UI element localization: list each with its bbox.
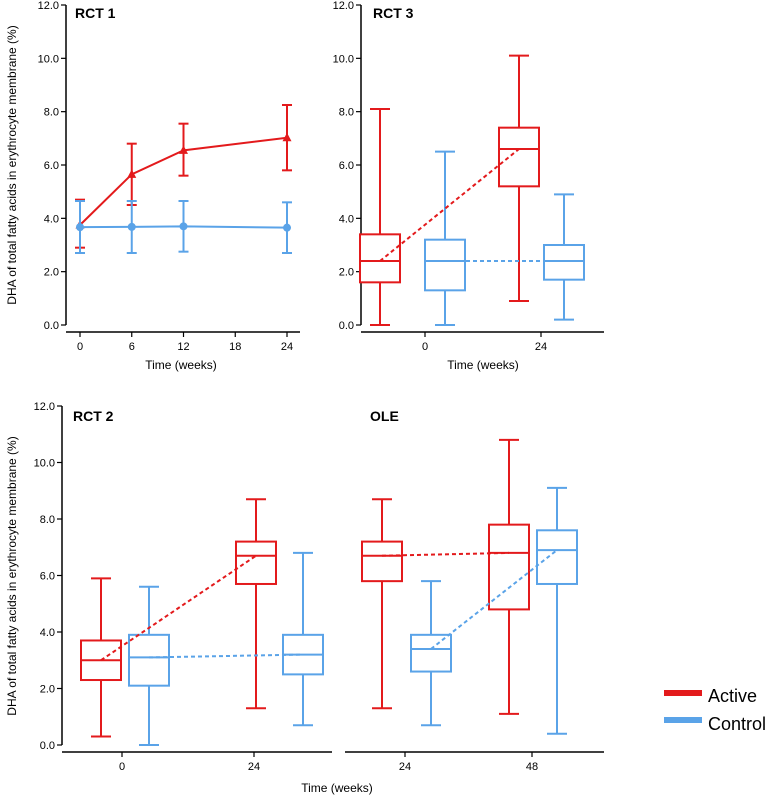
rct3-control-box — [543, 244, 585, 281]
y-axis-label-top: DHA of total fatty acids in erythrocyte … — [5, 25, 19, 304]
rct2-y-tick-label: 10.0 — [34, 458, 55, 470]
rct1-y-tick-label: 2.0 — [44, 267, 59, 279]
x-axis-label-rct3: Time (weeks) — [447, 358, 519, 372]
rct1-control-point — [76, 223, 84, 232]
rct1-x-tick-label: 0 — [77, 341, 83, 353]
ole-control-box — [410, 633, 452, 673]
panel-title-rct2: RCT 2 — [73, 408, 114, 424]
charts-layer: 0.0 2.0 4.0 6.0 8.0 10.0 12.0 0 6 12 18 24 0.0 2.0 4.0… — [34, 0, 604, 773]
rct1-y-tick-label: 4.0 — [44, 213, 59, 225]
rct1-active-point — [282, 132, 292, 142]
rct1-x-tick-label: 24 — [281, 341, 293, 353]
legend-swatch-control — [664, 717, 702, 723]
ole-control-trend — [430, 549, 558, 650]
rct3-active-box — [498, 126, 540, 188]
rct3-y-tick-label: 12.0 — [333, 0, 354, 12]
rct1-active-point — [127, 169, 137, 178]
rct3-x-tick-label: 24 — [535, 341, 547, 353]
rct1-x-tick-label: 12 — [177, 341, 189, 353]
rct2-active-box — [235, 540, 277, 585]
rct3-y-tick-label: 2.0 — [339, 267, 354, 279]
rct1-y-tick-label: 10.0 — [38, 53, 59, 65]
ole-active-trend — [381, 551, 510, 557]
rct3-y-tick-label: 10.0 — [333, 53, 354, 65]
panel-title-rct3: RCT 3 — [373, 5, 414, 21]
panel-title-ole: OLE — [370, 408, 399, 424]
rct3-y-tick-label: 0.0 — [339, 320, 354, 332]
legend: Active Control — [664, 686, 766, 734]
rct3-y-tick-label: 8.0 — [339, 107, 354, 119]
rct1-control-point — [127, 222, 136, 231]
rct2-y-tick-label: 0.0 — [40, 740, 55, 752]
rct3-active-box — [359, 233, 401, 284]
rct2-active-trend — [100, 554, 257, 662]
rct2-y-tick-label: 4.0 — [40, 627, 55, 639]
rct2-x-tick-label: 24 — [248, 761, 260, 773]
rct1-y-tick-label: 8.0 — [44, 107, 59, 119]
ole-x-tick-label: 24 — [399, 761, 411, 773]
rct1-x-tick-label: 18 — [229, 341, 241, 353]
x-axis-label-rct1: Time (weeks) — [145, 358, 217, 372]
rct1-y-tick-label: 6.0 — [44, 160, 59, 172]
rct2-y-tick-label: 6.0 — [40, 571, 55, 583]
x-axis-label-bottom: Time (weeks) — [301, 781, 373, 795]
rct1-control-point — [179, 222, 188, 231]
rct2-y-tick-label: 2.0 — [40, 684, 55, 696]
ole-active-box — [361, 540, 403, 583]
legend-label-active: Active — [708, 686, 757, 706]
panel-title-rct1: RCT 1 — [75, 5, 116, 21]
ole-x-tick-label: 48 — [526, 761, 538, 773]
rct3-y-tick-label: 6.0 — [339, 160, 354, 172]
rct3-active-trend — [379, 148, 520, 262]
rct1-y-tick-label: 12.0 — [38, 0, 59, 12]
rct2-x-tick-label: 0 — [119, 761, 125, 773]
legend-label-control: Control — [708, 714, 766, 734]
rct1-x-tick-label: 6 — [129, 341, 135, 353]
rct1-control-line — [79, 225, 288, 229]
rct3-y-tick-label: 4.0 — [339, 213, 354, 225]
y-axis-label-bottom: DHA of total fatty acids in erythrocyte … — [5, 436, 19, 715]
rct1-y-tick-label: 0.0 — [44, 320, 59, 332]
rct1-control-point — [283, 223, 291, 232]
rct2-y-tick-label: 8.0 — [40, 514, 55, 526]
rct3-control-box — [424, 238, 466, 292]
ole-active-box — [488, 523, 530, 611]
ole-control-box — [536, 529, 578, 585]
legend-swatch-active — [664, 690, 702, 696]
rct2-y-tick-label: 12.0 — [34, 401, 55, 413]
rct2-control-box — [128, 633, 170, 687]
rct1-active-line — [79, 136, 288, 226]
rct3-x-tick-label: 0 — [422, 341, 428, 353]
rct2-control-trend — [148, 653, 304, 659]
rct1-active-point — [179, 145, 188, 154]
